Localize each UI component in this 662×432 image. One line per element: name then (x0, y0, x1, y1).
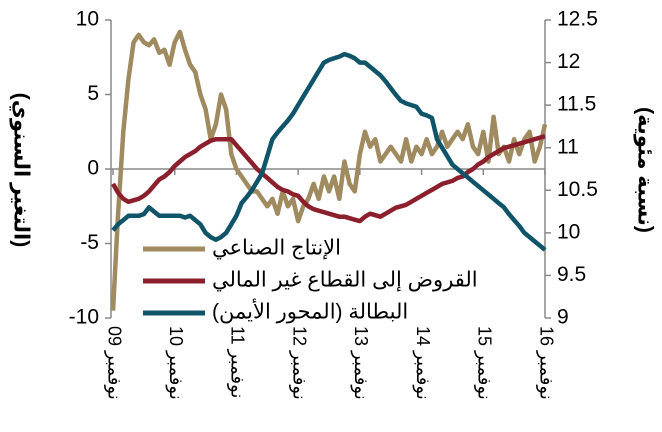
y2-tick-label: 12 (557, 50, 580, 73)
x-tick-label: نوفمبر 12 (288, 326, 309, 400)
legend-label: البطالة (المحور الأيمن) (212, 299, 408, 324)
y2-tick-label: 11.5 (557, 93, 596, 116)
series-line (111, 51, 547, 252)
y-tick-label: 0 (87, 157, 99, 180)
series-line (110, 29, 548, 311)
x-tick-label: نوفمبر 16 (535, 326, 556, 400)
x-tick-label: نوفمبر 11 (227, 326, 248, 398)
y2-tick-label: 12.5 (557, 8, 598, 31)
legend-label: الإنتاج الصناعي (212, 237, 341, 261)
x-tick-label: نوفمبر 14 (412, 326, 433, 400)
y2-tick-label: 9 (557, 306, 569, 329)
x-tick-label: نوفمبر 10 (165, 326, 186, 400)
y-tick-label: -5 (80, 231, 99, 254)
y-tick-label: -10 (69, 306, 99, 329)
y-tick-label: 5 (87, 82, 99, 105)
y2-tick-label: 11 (557, 135, 579, 158)
y2-tick-label: 9.5 (557, 263, 586, 286)
series-line (111, 134, 546, 224)
y-axis-title: (التغير السنوي) (8, 93, 32, 247)
y2-axis-title: (نسبة مئوية) (633, 107, 656, 233)
y2-tick-label: 10.5 (557, 178, 598, 201)
y-tick-label: 10 (76, 8, 99, 31)
legend-label: القروض إلى القطاع غير المالي (212, 269, 478, 293)
x-tick-label: نوفمبر 15 (474, 326, 495, 400)
y2-tick-label: 10 (557, 220, 580, 243)
x-tick-label: نوفمبر 09 (103, 326, 124, 400)
x-tick-label: نوفمبر 13 (350, 326, 371, 400)
